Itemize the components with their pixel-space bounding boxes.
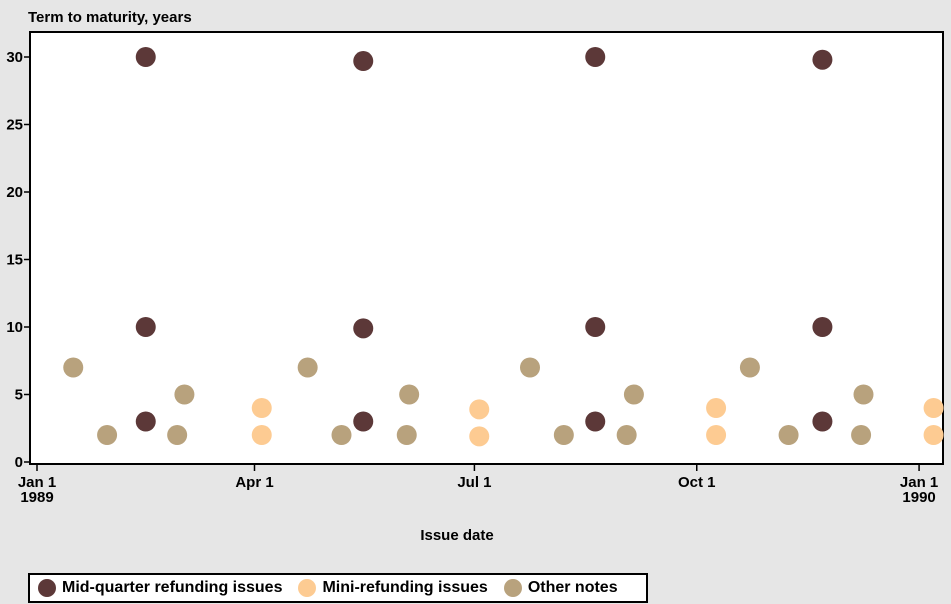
data-point	[553, 425, 574, 445]
data-points	[63, 47, 944, 447]
data-point	[923, 398, 944, 418]
data-point	[623, 384, 644, 405]
y-axis: 0 5 10 15 20 25 30	[6, 49, 30, 471]
y-tick-label: 25	[6, 117, 23, 134]
data-point	[135, 411, 156, 432]
y-tick-label: 5	[15, 387, 23, 404]
x-tick-label: Jan 1	[900, 474, 938, 491]
data-point	[135, 317, 156, 337]
data-point	[706, 425, 727, 445]
y-tick-label: 15	[6, 252, 23, 269]
data-point	[923, 425, 944, 445]
data-point	[135, 47, 156, 67]
data-point	[585, 411, 606, 432]
x-tick-label: Jul 1	[457, 474, 491, 491]
data-point	[812, 411, 833, 432]
legend: Mid-quarter refunding issues Mini-refund…	[28, 573, 648, 603]
y-tick-label: 0	[15, 454, 23, 471]
x-tick-year-label: 1990	[902, 489, 935, 506]
data-point	[399, 384, 420, 405]
data-point	[63, 357, 84, 378]
data-point	[167, 425, 188, 445]
y-tick-label: 30	[6, 49, 23, 66]
legend-label-mid-quarter: Mid-quarter refunding issues	[62, 579, 283, 596]
x-tick-label: Oct 1	[678, 474, 716, 491]
data-point	[616, 425, 637, 445]
data-point	[585, 317, 606, 337]
data-point	[585, 47, 606, 67]
data-point	[812, 49, 833, 70]
data-point	[853, 384, 874, 405]
data-point	[353, 318, 374, 339]
data-point	[251, 425, 272, 445]
data-point	[739, 357, 760, 378]
data-point	[174, 384, 195, 405]
legend-label-other-notes: Other notes	[527, 579, 618, 596]
legend-swatch-other-notes	[503, 579, 522, 597]
legend-item-mid-quarter: Mid-quarter refunding issues	[38, 579, 282, 597]
legend-swatch-mini-refunding	[298, 579, 317, 597]
y-tick-label: 20	[6, 184, 23, 201]
data-point	[812, 317, 833, 337]
y-axis-title: Term to maturity, years	[28, 9, 192, 26]
x-tick-label: Jan 1	[18, 474, 56, 491]
data-point	[706, 398, 727, 418]
data-point	[469, 399, 490, 420]
x-tick-year-label: 1989	[20, 489, 53, 506]
data-point	[396, 425, 417, 445]
data-point	[331, 425, 352, 445]
data-point	[520, 357, 540, 378]
legend-item-other-notes: Other notes	[503, 579, 618, 597]
data-point	[297, 357, 318, 378]
scatter-chart: Term to maturity, years Issue date 0 5 10 1…	[6, 9, 944, 544]
legend-label-mini-refunding: Mini-refunding issues	[322, 579, 488, 596]
data-point	[251, 398, 272, 418]
legend-item-mini-refunding: Mini-refunding issues	[298, 579, 488, 597]
x-axis-title: Issue date	[420, 527, 493, 544]
y-tick-label: 10	[6, 319, 23, 336]
x-tick-label: Apr 1	[235, 474, 273, 491]
data-point	[778, 425, 799, 445]
plot-area	[29, 31, 944, 465]
data-point	[353, 411, 374, 432]
data-point	[97, 425, 118, 445]
data-point	[353, 51, 374, 72]
data-point	[469, 426, 490, 447]
data-point	[851, 425, 872, 445]
legend-swatch-mid-quarter	[38, 579, 56, 597]
